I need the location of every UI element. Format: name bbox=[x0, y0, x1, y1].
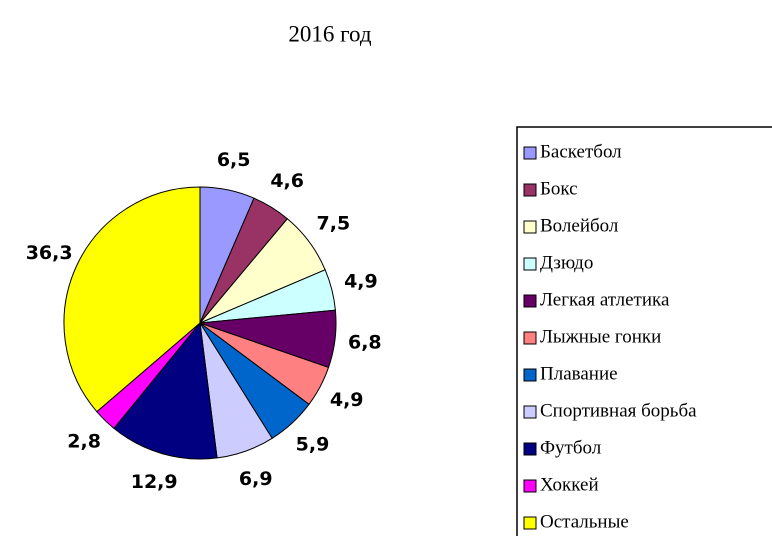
data-label: 6,8 bbox=[348, 331, 382, 353]
legend-swatch bbox=[523, 368, 537, 382]
legend-label: Лыжные гонки bbox=[540, 326, 661, 347]
data-label: 12,9 bbox=[131, 471, 178, 493]
data-label: 7,5 bbox=[317, 213, 351, 235]
pie-slice bbox=[113, 321, 218, 460]
legend-label: Баскетбол bbox=[540, 141, 622, 162]
pie-slice bbox=[63, 186, 201, 413]
data-label: 36,3 bbox=[26, 242, 73, 264]
legend-label: Дзюдо bbox=[540, 252, 593, 273]
legend-label: Плавание bbox=[540, 363, 618, 384]
legend-label: Бокс bbox=[540, 178, 578, 199]
legend-swatch bbox=[523, 294, 537, 308]
data-label: 6,9 bbox=[239, 468, 273, 490]
legend-swatch bbox=[523, 257, 537, 271]
legend-label: Футбол bbox=[540, 437, 602, 458]
legend-label: Остальные bbox=[540, 511, 629, 532]
data-label: 6,5 bbox=[217, 149, 251, 171]
legend-label: Легкая атлетика bbox=[540, 289, 670, 310]
data-label: 2,8 bbox=[67, 430, 101, 452]
legend-box bbox=[516, 126, 772, 536]
legend-swatch bbox=[523, 331, 537, 345]
data-label: 4,9 bbox=[344, 271, 378, 293]
legend-label: Волейбол bbox=[540, 215, 619, 236]
legend-swatch bbox=[523, 183, 537, 197]
legend-label: Спортивная борьба bbox=[540, 400, 697, 421]
legend-swatch bbox=[523, 442, 537, 456]
legend-swatch bbox=[523, 479, 537, 493]
legend-label: Хоккей bbox=[540, 474, 599, 495]
legend-swatch bbox=[523, 146, 537, 160]
data-label: 5,9 bbox=[296, 434, 330, 456]
legend-swatch bbox=[523, 516, 537, 530]
data-label: 4,9 bbox=[330, 389, 364, 411]
legend-swatch bbox=[523, 405, 537, 419]
chart-title: 2016 год bbox=[288, 21, 371, 46]
legend-swatch bbox=[523, 220, 537, 234]
data-label: 4,6 bbox=[270, 170, 304, 192]
